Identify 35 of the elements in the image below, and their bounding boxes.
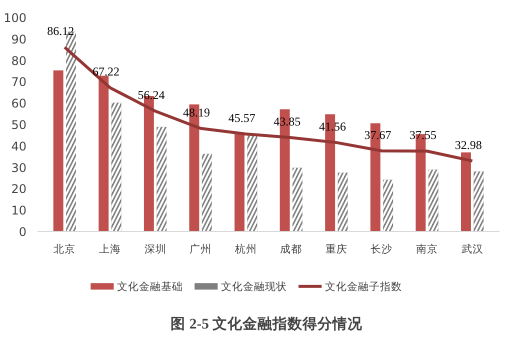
x-tick-label: 杭州 xyxy=(234,242,257,256)
y-tick-label: 40 xyxy=(11,139,27,154)
bar xyxy=(53,70,64,232)
x-tick-label: 重庆 xyxy=(325,242,348,256)
legend-label: 文化金融子指数 xyxy=(324,280,402,293)
y-tick-label: 80 xyxy=(11,54,27,68)
x-tick-label: 广州 xyxy=(190,242,212,256)
legend-label: 文化金融现状 xyxy=(220,280,287,293)
bar xyxy=(98,76,109,232)
data-label: 86.12 xyxy=(47,24,74,38)
y-tick-label: 70 xyxy=(11,75,27,90)
bar xyxy=(461,152,471,232)
y-tick-label: 20 xyxy=(11,182,27,196)
data-label: 67.22 xyxy=(92,64,120,79)
y-tick-label: 10 xyxy=(11,204,27,218)
x-tick-label: 武汉 xyxy=(461,242,484,256)
x-tick-label: 南京 xyxy=(416,242,438,256)
x-tick-label: 北京 xyxy=(54,242,76,256)
data-label: 32.98 xyxy=(454,138,482,152)
text: 图 2-5 文化金融指数得分情况 xyxy=(170,316,364,332)
x-tick-label: 深圳 xyxy=(144,242,166,256)
y-tick-label: 50 xyxy=(11,118,27,132)
x-tick-label: 成都 xyxy=(280,242,302,256)
data-label: 37.55 xyxy=(410,128,437,142)
bar xyxy=(234,134,244,232)
y-tick-label: 0 xyxy=(18,225,27,239)
x-tick-label: 上海 xyxy=(98,242,121,256)
data-label: 45.57 xyxy=(228,110,256,125)
x-tick-label: 长沙 xyxy=(370,242,393,256)
y-tick-label: 30 xyxy=(11,160,27,175)
y-tick-label: 90 xyxy=(11,32,27,46)
data-label: 56.24 xyxy=(138,88,165,102)
legend-label: 文化金融基础 xyxy=(116,280,183,293)
y-tick-label: 100 xyxy=(4,11,26,25)
y-tick-label: 60 xyxy=(11,96,27,111)
